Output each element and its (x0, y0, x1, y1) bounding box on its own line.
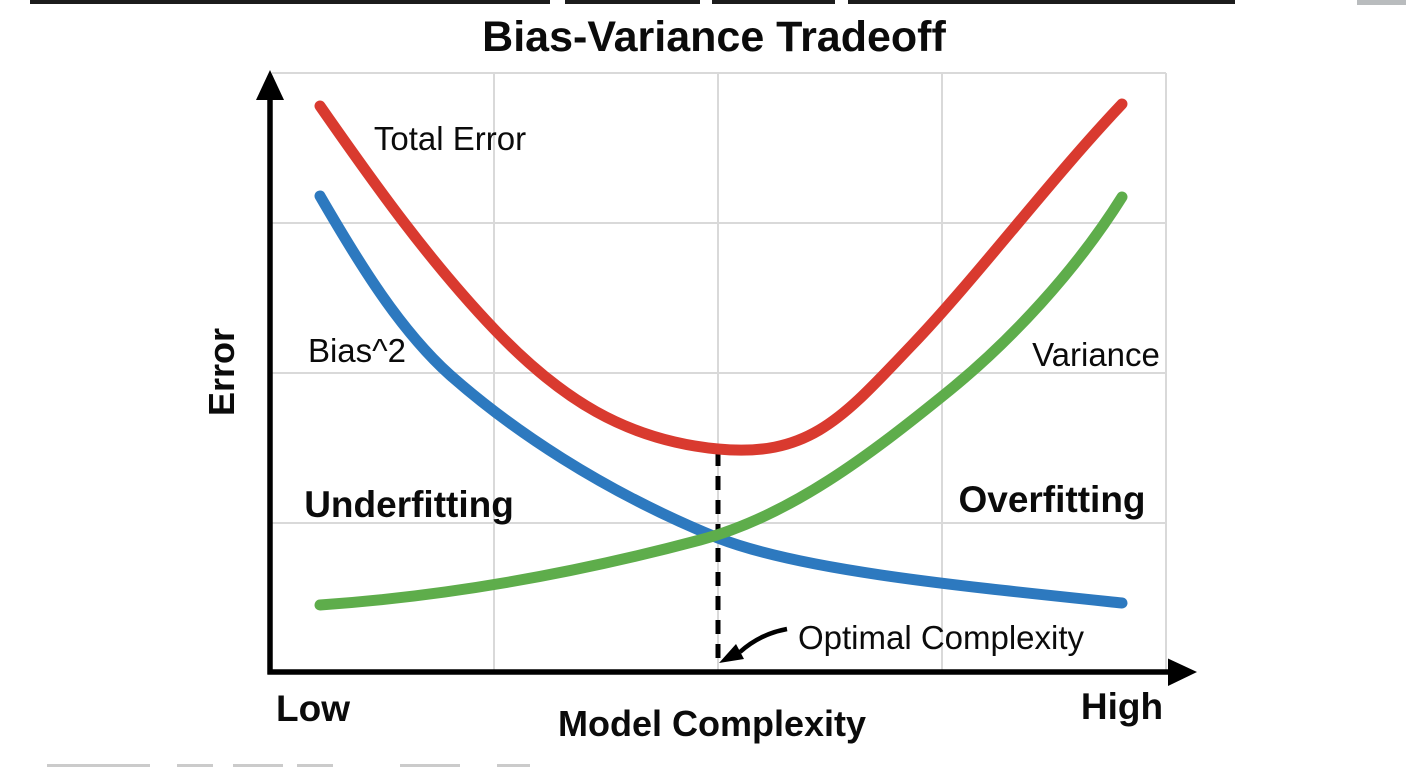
gridlines (272, 72, 1167, 670)
annotation-arrow-shaft (738, 626, 788, 654)
cropped-content-artifact-top (30, 0, 1406, 5)
overfitting-label: Overfitting (958, 479, 1145, 520)
total-error-label: Total Error (374, 120, 526, 157)
chart-title: Bias-Variance Tradeoff (482, 13, 946, 61)
cropped-content-artifact-bottom (47, 764, 530, 767)
variance-label: Variance (1032, 336, 1160, 373)
x-axis-label: Model Complexity (558, 703, 866, 744)
x-tick-high: High (1081, 686, 1163, 727)
annotation-arrowhead-icon (719, 644, 744, 663)
optimal-complexity-annotation: Optimal Complexity (719, 619, 1085, 663)
total-error-curve (314, 98, 1128, 456)
variance-curve (314, 191, 1128, 611)
x-tick-low: Low (276, 688, 350, 729)
curves (314, 98, 1128, 611)
axes (256, 70, 1197, 686)
y-axis-arrowhead-icon (256, 70, 284, 100)
bias-squared-curve (314, 190, 1128, 609)
bias-squared-label: Bias^2 (308, 332, 406, 369)
y-axis-label: Error (201, 328, 242, 416)
underfitting-label: Underfitting (304, 484, 514, 525)
x-axis-arrowhead-icon (1168, 658, 1197, 686)
optimal-complexity-label: Optimal Complexity (798, 619, 1085, 656)
